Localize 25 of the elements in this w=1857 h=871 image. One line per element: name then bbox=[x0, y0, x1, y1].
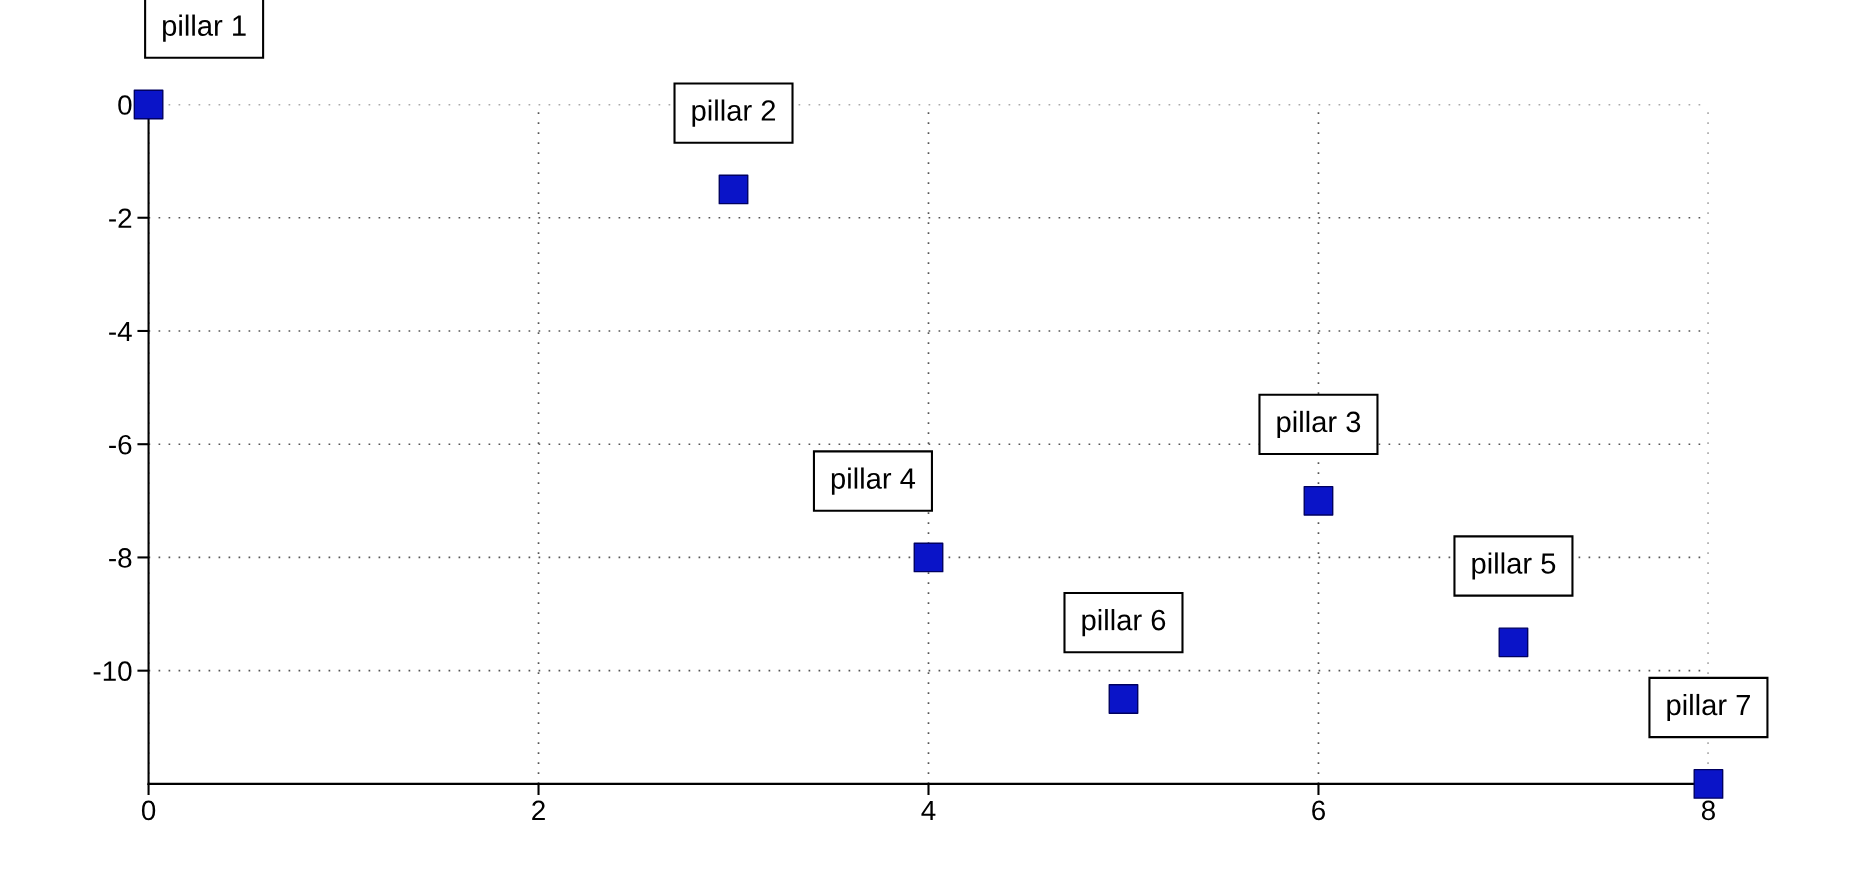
point bbox=[1108, 684, 1139, 714]
x-tick-label: 2 bbox=[532, 800, 545, 820]
point bbox=[1498, 627, 1529, 658]
x-tick-label: 8 bbox=[1701, 800, 1715, 821]
point bbox=[913, 542, 944, 573]
y-tick-label: -2 bbox=[109, 208, 132, 228]
x-tick-label: 6 bbox=[1312, 800, 1325, 821]
point bbox=[1303, 485, 1334, 516]
point bbox=[1693, 768, 1724, 799]
y-tick-label: -4 bbox=[109, 321, 132, 342]
annotation: pillar 6 bbox=[1082, 608, 1166, 637]
point bbox=[133, 89, 164, 120]
annotation: pillar 4 bbox=[831, 467, 916, 495]
y-tick-label: -10 bbox=[93, 661, 132, 682]
y-tick-label: 0 bbox=[118, 95, 132, 115]
annotation: pillar 5 bbox=[1472, 552, 1556, 580]
annotation: pillar 2 bbox=[692, 99, 776, 127]
point bbox=[718, 174, 749, 205]
y-tick-label: -6 bbox=[109, 434, 132, 455]
y-tick-label: -8 bbox=[109, 548, 132, 568]
x-tick-label: 4 bbox=[921, 800, 936, 820]
annotation: pillar 7 bbox=[1667, 693, 1750, 722]
annotation: pillar 3 bbox=[1277, 410, 1361, 439]
x-tick-label: 0 bbox=[141, 800, 156, 821]
annotation: pillar 1 bbox=[163, 14, 246, 42]
